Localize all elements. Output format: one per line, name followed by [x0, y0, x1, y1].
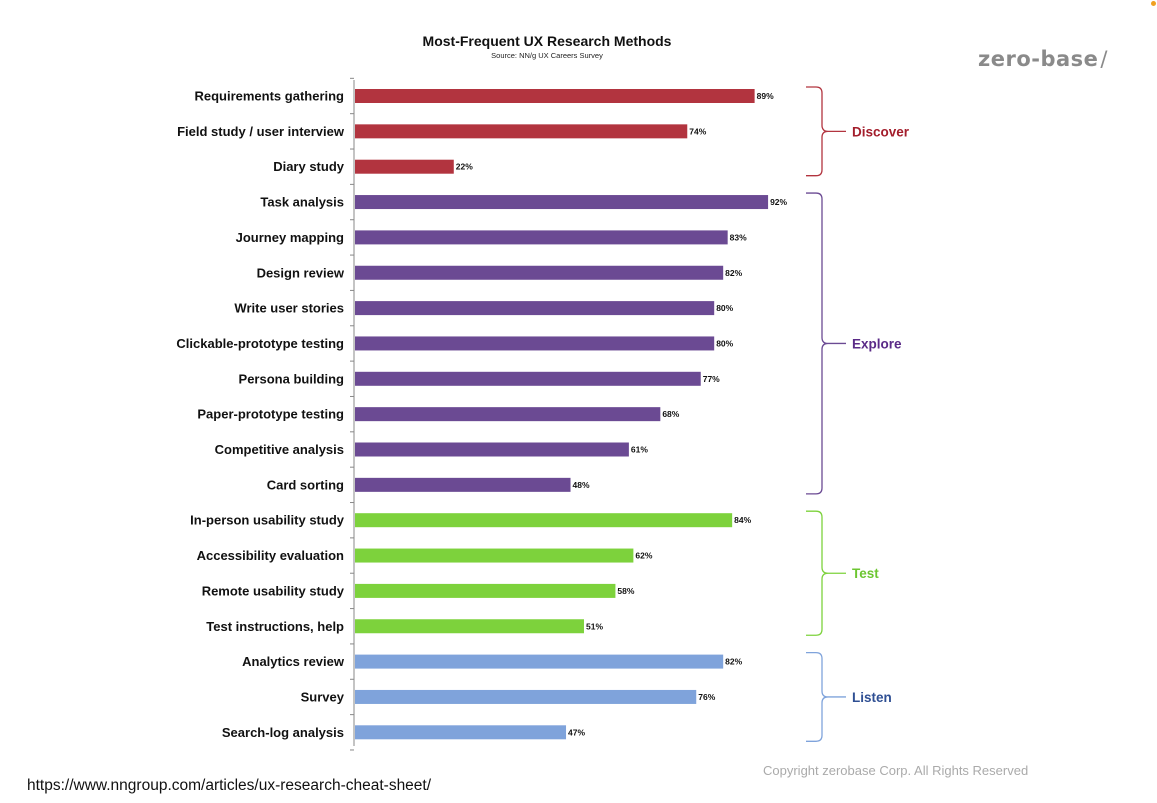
value-label: 82%	[725, 268, 742, 278]
group-bracket	[806, 192, 829, 495]
bar	[355, 654, 724, 669]
category-label: Journey mapping	[236, 230, 344, 245]
group-label: Explore	[852, 336, 902, 351]
bar	[355, 583, 616, 598]
group-bracket	[806, 651, 829, 742]
value-label: 82%	[725, 657, 742, 667]
category-label: Card sorting	[267, 477, 344, 492]
category-label: Task analysis	[260, 195, 344, 210]
value-label: 80%	[716, 303, 733, 313]
bar	[355, 301, 715, 316]
bar	[355, 548, 634, 563]
chart-title: Most-Frequent UX Research Methods	[422, 33, 672, 49]
value-label: 62%	[635, 551, 652, 561]
group-bracket	[806, 510, 829, 636]
category-label: Paper-prototype testing	[197, 407, 344, 422]
category-label: Test instructions, help	[206, 619, 344, 634]
category-label: Write user stories	[234, 301, 344, 316]
category-label: Field study / user interview	[177, 124, 345, 139]
category-label: Accessibility evaluation	[197, 548, 344, 563]
value-label: 74%	[689, 126, 706, 136]
bar	[355, 619, 584, 634]
value-label: 47%	[568, 727, 585, 737]
value-label: 51%	[586, 621, 603, 631]
chart-subtitle: Source: NN/g UX Careers Survey	[491, 51, 603, 60]
group-label: Test	[852, 566, 879, 581]
bar	[355, 689, 697, 704]
brand-logo: zero-base/	[978, 47, 1108, 71]
bar	[355, 195, 769, 210]
category-label: Requirements gathering	[194, 89, 344, 104]
category-label: Diary study	[273, 159, 345, 174]
category-label: Search-log analysis	[222, 725, 344, 740]
bar	[355, 477, 571, 492]
bar	[355, 159, 454, 174]
value-label: 48%	[573, 480, 590, 490]
bar	[355, 371, 701, 386]
brand-logo-text: zero-base	[978, 47, 1099, 71]
bar	[355, 336, 715, 351]
value-label: 61%	[631, 445, 648, 455]
value-label: 77%	[703, 374, 720, 384]
category-label: Remote usability study	[202, 583, 345, 598]
value-label: 68%	[662, 409, 679, 419]
value-label: 89%	[757, 91, 774, 101]
value-label: 84%	[734, 515, 751, 525]
value-label: 80%	[716, 338, 733, 348]
brand-logo-slash: /	[1100, 47, 1108, 71]
group-label: Listen	[852, 690, 892, 705]
bar	[355, 124, 688, 139]
value-label: 83%	[730, 232, 747, 242]
bar	[355, 513, 733, 528]
category-label: Survey	[301, 689, 345, 704]
bar	[355, 230, 728, 245]
group-label: Discover	[852, 124, 910, 139]
bar	[355, 442, 629, 457]
value-label: 76%	[698, 692, 715, 702]
source-url[interactable]: https://www.nngroup.com/articles/ux-rese…	[27, 777, 432, 794]
category-label: Competitive analysis	[215, 442, 344, 457]
group-bracket	[806, 86, 829, 177]
value-label: 22%	[456, 162, 473, 172]
corner-dot	[1151, 1, 1156, 6]
category-label: In-person usability study	[190, 513, 345, 528]
bar	[355, 407, 661, 422]
copyright-text: Copyright zerobase Corp. All Rights Rese…	[763, 763, 1029, 778]
value-label: 92%	[770, 197, 787, 207]
category-label: Clickable-prototype testing	[176, 336, 344, 351]
bar	[355, 265, 724, 280]
bar	[355, 725, 567, 740]
category-label: Analytics review	[242, 654, 345, 669]
category-label: Design review	[257, 265, 345, 280]
value-label: 58%	[617, 586, 634, 596]
bar	[355, 89, 755, 103]
category-label: Persona building	[239, 371, 345, 386]
